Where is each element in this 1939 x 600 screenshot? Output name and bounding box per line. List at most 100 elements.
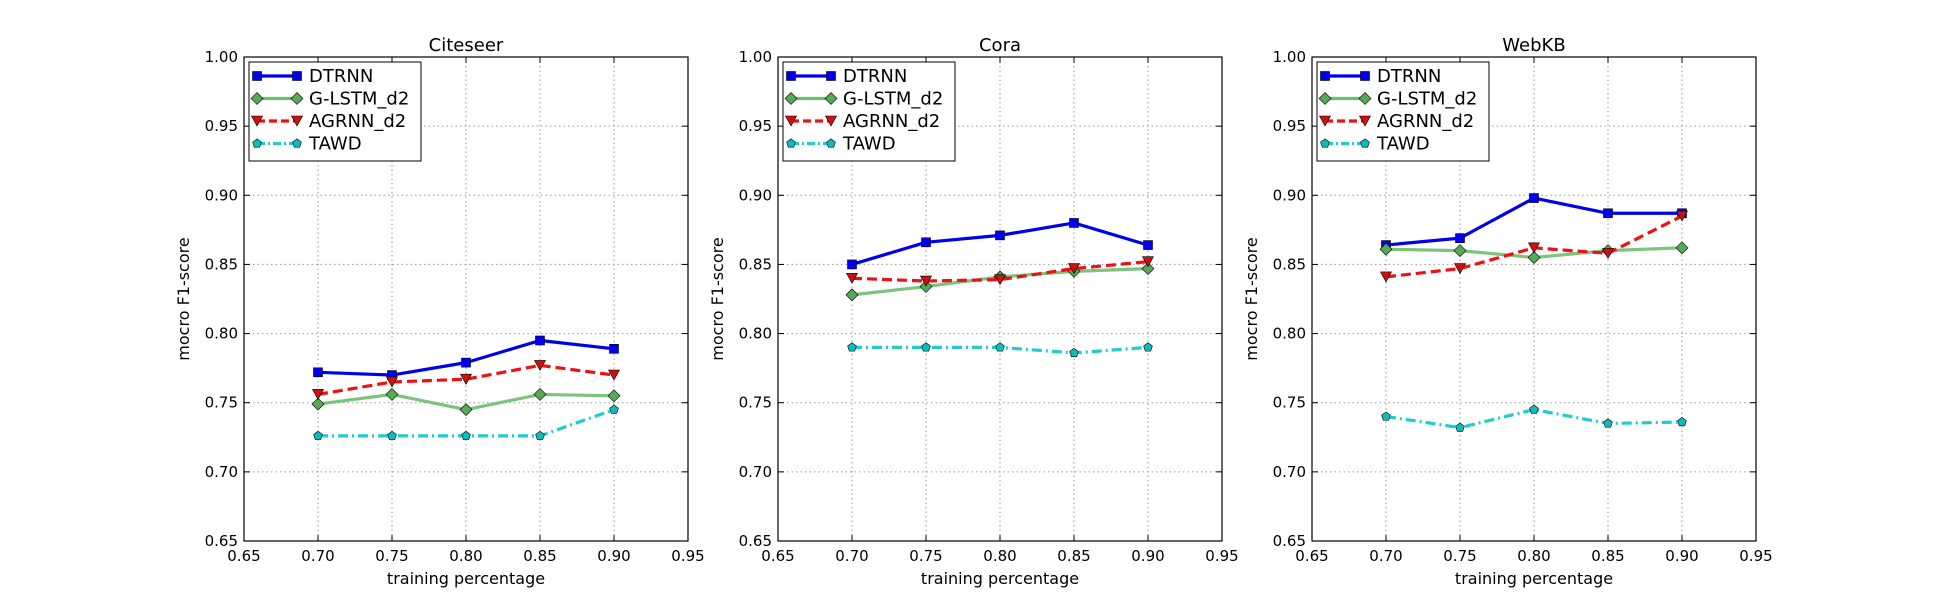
data-point [1675,210,1689,222]
legend-marker [784,92,798,105]
series-tawd [847,342,1153,357]
chart-title: Cora [979,35,1021,56]
x-axis-label: training percentage [387,569,545,588]
legend-label: AGRNN_d2 [843,111,940,132]
y-axis-label: mocro F1-score [1242,237,1261,360]
x-axis-label: training percentage [1455,569,1613,588]
x-tick-label: 0.90 [1665,547,1698,565]
legend-label: DTRNN [309,66,373,87]
data-point [845,288,859,302]
series-tawd [313,404,619,440]
series-line [1385,408,1683,430]
data-point [1453,263,1467,275]
legend-marker [1320,71,1330,81]
series-line [317,363,615,396]
data-point [1529,404,1539,414]
data-point [921,237,931,248]
legend-marker [826,71,836,81]
chart-title: WebKB [1502,35,1565,56]
chart-title: Citeseer [429,35,504,56]
y-tick-label: 0.90 [1273,186,1306,204]
axes-frame [243,56,689,542]
legend-marker [250,115,264,127]
data-point [1675,241,1689,255]
data-point [1143,342,1153,352]
legend-marker [252,138,262,148]
legend-label: G-LSTM_d2 [309,89,409,110]
y-tick-label: 0.75 [205,394,238,412]
axes-frame [777,56,1223,542]
data-point [845,272,859,284]
legend-label: TAWD [1376,134,1430,155]
data-point [459,373,473,385]
axes-frame [1311,56,1757,542]
x-tick-label: 0.70 [301,547,334,565]
y-tick-label: 0.70 [1273,463,1306,481]
data-point [1141,256,1155,268]
y-tick-label: 1.00 [1273,48,1306,66]
legend-label: TAWD [308,134,362,155]
legend-label: TAWD [842,134,896,155]
x-tick-label: 0.70 [835,547,868,565]
y-tick-label: 0.90 [205,186,238,204]
y-tick-label: 0.80 [739,325,772,343]
x-tick-label: 0.80 [449,547,482,565]
legend-label: G-LSTM_d2 [1377,89,1477,110]
y-axis-label: mocro F1-score [174,237,193,360]
legend-marker [786,138,796,148]
x-tick-label: 0.65 [761,547,794,565]
data-point [847,259,857,270]
data-point [1527,251,1541,264]
x-tick-label: 0.90 [597,547,630,565]
legend-label: DTRNN [843,66,907,87]
y-tick-label: 0.85 [739,255,772,273]
data-point [1527,242,1541,254]
data-point [609,404,619,414]
data-point [1529,193,1539,203]
y-tick-label: 0.85 [205,255,238,273]
series-g-lstm_d2 [311,387,621,417]
x-tick-label: 0.65 [227,547,260,565]
data-point [607,389,621,403]
panel-citeseer: 0.65 0.70 0.75 0.80 0.85 0.90 0.95 1.00 0.65 0.70… [174,35,705,588]
x-tick-label: 0.80 [983,547,1016,565]
y-tick-label: 0.65 [1273,532,1306,550]
y-tick-label: 0.70 [739,463,772,481]
legend-marker [250,92,264,105]
data-point [461,430,471,440]
series-tawd [1381,404,1687,432]
legend-marker [1360,138,1370,148]
series-agrnn_d2 [1379,210,1689,283]
data-point [993,274,1007,286]
legend-marker [786,71,796,81]
x-tick-label: 0.75 [909,547,942,565]
y-tick-label: 0.75 [1273,394,1306,412]
data-point [995,230,1005,241]
legend-label: DTRNN [1377,66,1441,87]
data-point [387,430,397,440]
series-agrnn_d2 [311,360,621,401]
y-tick-label: 0.95 [739,117,772,135]
legend-marker [824,115,838,127]
series-line [851,260,1149,283]
data-point [1603,418,1613,428]
y-tick-label: 0.80 [205,325,238,343]
data-point [385,376,399,388]
series-dtrnn [313,335,619,380]
data-point [1141,262,1155,276]
data-point [995,342,1005,352]
y-tick-label: 0.85 [1273,255,1306,273]
legend-marker [824,92,838,105]
data-point [1069,218,1079,228]
data-point [533,360,547,371]
x-tick-label: 0.85 [1591,547,1624,565]
data-point [1067,263,1081,275]
legend-marker [1318,92,1332,105]
data-point [1379,271,1393,283]
legend-label: AGRNN_d2 [309,111,406,132]
legend-marker [784,115,798,127]
data-point [1379,242,1393,256]
x-tick-label: 0.75 [1443,547,1476,565]
